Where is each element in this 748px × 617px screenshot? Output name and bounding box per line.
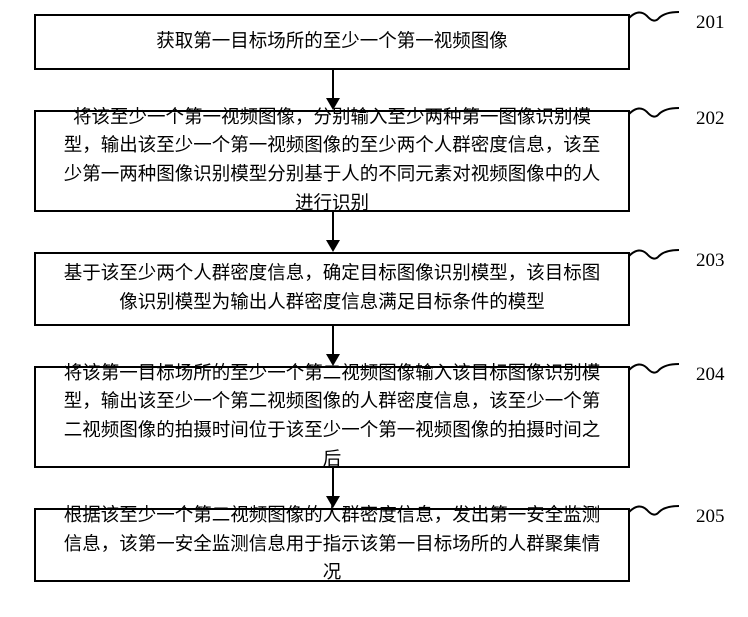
flow-label-204: 204 [696, 364, 725, 386]
flowchart-canvas: 获取第一目标场所的至少一个第一视频图像 201 将该至少一个第一视频图像，分别输… [0, 0, 748, 617]
flow-node-202-text: 将该至少一个第一视频图像，分别输入至少两种第一图像识别模型，输出该至少一个第一视… [58, 104, 606, 219]
flow-node-204: 将该第一目标场所的至少一个第二视频图像输入该目标图像识别模型，输出该至少一个第二… [34, 366, 630, 468]
callout-squiggle-201 [629, 8, 679, 43]
flow-label-202: 202 [696, 108, 725, 130]
callout-squiggle-202 [629, 104, 679, 139]
flow-node-205-text: 根据该至少一个第二视频图像的人群密度信息，发出第一安全监测信息，该第一安全监测信… [58, 502, 606, 588]
flow-node-203: 基于该至少两个人群密度信息，确定目标图像识别模型，该目标图像识别模型为输出人群密… [34, 252, 630, 326]
flow-node-202: 将该至少一个第一视频图像，分别输入至少两种第一图像识别模型，输出该至少一个第一视… [34, 110, 630, 212]
flow-label-205: 205 [696, 506, 725, 528]
flow-node-203-text: 基于该至少两个人群密度信息，确定目标图像识别模型，该目标图像识别模型为输出人群密… [58, 260, 606, 317]
callout-squiggle-203 [629, 246, 679, 281]
flow-label-203: 203 [696, 250, 725, 272]
flow-node-201-text: 获取第一目标场所的至少一个第一视频图像 [156, 28, 508, 57]
flow-node-201: 获取第一目标场所的至少一个第一视频图像 [34, 14, 630, 70]
callout-squiggle-204 [629, 360, 679, 395]
flow-node-205: 根据该至少一个第二视频图像的人群密度信息，发出第一安全监测信息，该第一安全监测信… [34, 508, 630, 582]
flow-node-204-text: 将该第一目标场所的至少一个第二视频图像输入该目标图像识别模型，输出该至少一个第二… [58, 360, 606, 475]
flow-label-201: 201 [696, 12, 725, 34]
callout-squiggle-205 [629, 502, 679, 537]
